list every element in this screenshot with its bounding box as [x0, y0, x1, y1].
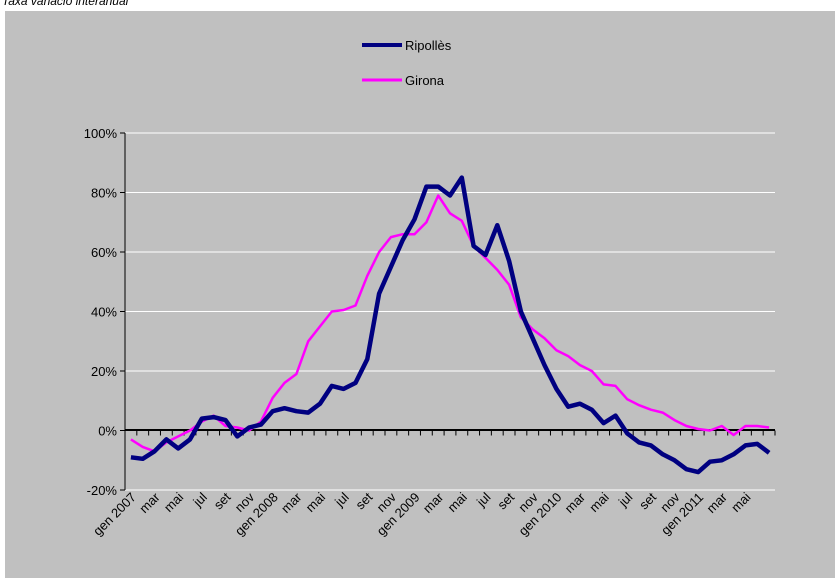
y-tick-label: 0% [98, 424, 117, 439]
plot-background [5, 11, 835, 578]
chart-subtitle: Taxa variació interanual [2, 0, 129, 8]
y-tick-label: 20% [91, 364, 117, 379]
y-axis-labels: 100% 80% 60% 40% 20% 0% -20% [84, 126, 118, 498]
legend: Ripollès Girona [362, 38, 452, 88]
y-tick-label: 80% [91, 186, 117, 201]
series-layer [130, 175, 771, 475]
series-line-girona [130, 194, 770, 453]
series-line-ripolles [130, 175, 771, 475]
y-tick-label: 40% [91, 305, 117, 320]
legend-label-girona: Girona [405, 73, 445, 88]
y-tick-label: 60% [91, 245, 117, 260]
y-tick-label: 100% [84, 126, 118, 141]
legend-label-ripolles: Ripollès [405, 38, 452, 53]
y-tick-label: -20% [87, 483, 118, 498]
x-axis-ticks [124, 430, 776, 436]
